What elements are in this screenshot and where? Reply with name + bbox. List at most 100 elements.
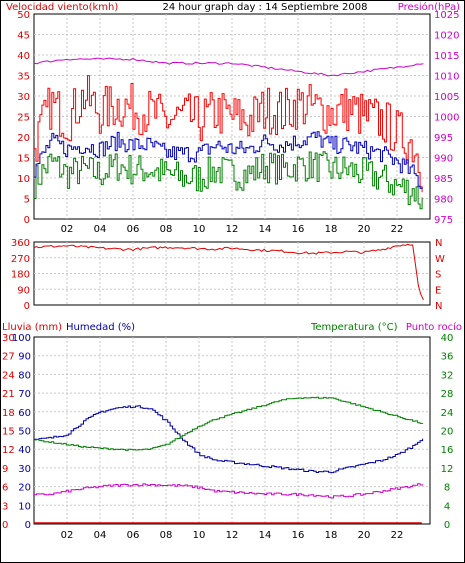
direction-degree-label: 90 (17, 285, 30, 296)
temp-tick-label: 32 (441, 370, 454, 381)
wind-series (33, 57, 424, 210)
wind-x-ticks: 02 04 06 08 10 12 14 16 18 20 22 (61, 224, 404, 235)
humidity-tick-label: 10 (18, 501, 31, 512)
hour-tick-label: 14 (259, 224, 272, 235)
humidity-tick-label: 0 (25, 520, 31, 531)
direction-series (33, 243, 424, 301)
hour-tick-label: 04 (94, 224, 107, 235)
hour-tick-label: 06 (127, 530, 140, 541)
hour-tick-label: 08 (160, 530, 173, 541)
rain-tick-label: 21 (2, 389, 15, 400)
hour-tick-label: 22 (391, 530, 404, 541)
pressure-tick-label: 990 (434, 154, 453, 165)
dewpoint-line (34, 483, 424, 499)
temp-tick-label: 36 (441, 352, 454, 363)
wind-tick-label: 40 (17, 51, 30, 62)
direction-compass-label: W (435, 254, 445, 265)
direction-degree-label: 0 (24, 301, 30, 312)
wind-tick-label: 15 (17, 154, 30, 165)
hour-tick-label: 12 (226, 224, 239, 235)
pressure-axis-label: Presión(hPa) (398, 1, 460, 13)
wind-tick-label: 35 (17, 72, 30, 83)
rain-tick-label: 3 (2, 501, 8, 512)
direction-degree-label: 270 (11, 254, 30, 265)
direction-degree-label: 360 (11, 238, 30, 249)
hour-tick-label: 16 (292, 224, 305, 235)
temp-x-ticks: 02 04 06 08 10 12 14 16 18 20 22 (61, 530, 404, 541)
wind-tick-label: 20 (17, 133, 30, 144)
humidity-line (34, 405, 424, 474)
temperature-axis-label: Temperatura (°C) (310, 322, 398, 333)
temp-tick-label: 40 (441, 333, 454, 344)
pressure-tick-label: 1025 (434, 10, 459, 21)
rain-tick-label: 27 (2, 352, 15, 363)
humidity-tick-label: 60 (18, 408, 31, 419)
wind-average-line (34, 131, 423, 189)
pressure-tick-label: 1020 (434, 31, 459, 42)
humidity-tick-label: 20 (18, 483, 31, 494)
direction-line (33, 243, 424, 301)
temperature-line (34, 396, 424, 451)
wind-tick-label: 5 (24, 195, 30, 206)
rain-axis-label: Lluvia (mm) (2, 322, 62, 333)
rain-y-ticks: 0 3 6 9 12 15 18 21 24 27 30 (2, 333, 15, 531)
rain-tick-label: 30 (2, 333, 15, 344)
wind-tick-label: 10 (17, 174, 30, 185)
direction-degree-label: 180 (11, 270, 30, 281)
pressure-line (33, 57, 424, 77)
wind-y-ticks: 0 5 10 15 20 25 30 35 40 45 50 (17, 10, 30, 226)
temp-tick-label: 24 (441, 408, 454, 419)
hour-tick-label: 20 (358, 530, 371, 541)
chart-title: 24 hour graph day : 14 Septiembre 2008 (163, 2, 368, 13)
wind-tick-label: 30 (17, 92, 30, 103)
hour-tick-label: 22 (391, 224, 404, 235)
humidity-tick-label: 50 (18, 427, 31, 438)
wind-low-line (34, 151, 423, 210)
dewpoint-axis-label: Punto rocío (406, 321, 462, 333)
pressure-y-ticks: 975 980 985 990 995 1000 1005 1010 1015 1020 1025 (434, 10, 459, 226)
pressure-tick-label: 1015 (434, 51, 459, 62)
pressure-tick-label: 1010 (434, 72, 459, 83)
rain-tick-label: 0 (2, 520, 8, 531)
hour-tick-label: 12 (226, 530, 239, 541)
pressure-tick-label: 1000 (434, 113, 459, 124)
hour-tick-label: 10 (193, 224, 206, 235)
direction-degree-ticks: 0 90 180 270 360 (11, 238, 30, 312)
humidity-y-ticks: 0 10 20 30 40 50 60 70 80 90 100 (12, 333, 31, 531)
pressure-tick-label: 1005 (434, 92, 459, 103)
hour-tick-label: 02 (61, 530, 74, 541)
pressure-tick-label: 985 (434, 174, 453, 185)
humidity-tick-label: 70 (18, 389, 31, 400)
temp-tick-label: 8 (444, 483, 450, 494)
humidity-tick-label: 90 (18, 352, 31, 363)
humidity-tick-label: 80 (18, 370, 31, 381)
wind-speed-axis-label: Velocidad viento(kmh) (6, 2, 118, 13)
pressure-tick-label: 980 (434, 195, 453, 206)
rain-tick-label: 12 (2, 445, 15, 456)
rain-tick-label: 15 (2, 427, 15, 438)
direction-compass-label: N (435, 301, 442, 312)
direction-gridlines (34, 242, 430, 305)
direction-compass-label: S (435, 270, 441, 281)
pressure-tick-label: 975 (434, 215, 453, 226)
hour-tick-label: 02 (61, 224, 74, 235)
wind-gust-line (34, 75, 423, 193)
temp-tick-label: 4 (444, 501, 450, 512)
temp-series (34, 396, 424, 524)
humidity-axis-label: Humedad (%) (66, 322, 135, 333)
direction-compass-label: N (435, 238, 442, 249)
hour-tick-label: 18 (325, 224, 338, 235)
wind-tick-label: 50 (17, 10, 30, 21)
hour-tick-label: 10 (193, 530, 206, 541)
pressure-tick-label: 995 (434, 133, 453, 144)
temp-y-ticks: 0 4 8 12 16 20 24 28 32 36 40 (441, 333, 454, 531)
wind-tick-label: 45 (17, 31, 30, 42)
hour-tick-label: 14 (259, 530, 272, 541)
humidity-tick-label: 40 (18, 445, 31, 456)
hour-tick-label: 06 (127, 224, 140, 235)
temp-tick-label: 0 (444, 520, 450, 531)
hour-tick-label: 18 (325, 530, 338, 541)
temp-tick-label: 12 (441, 464, 454, 475)
